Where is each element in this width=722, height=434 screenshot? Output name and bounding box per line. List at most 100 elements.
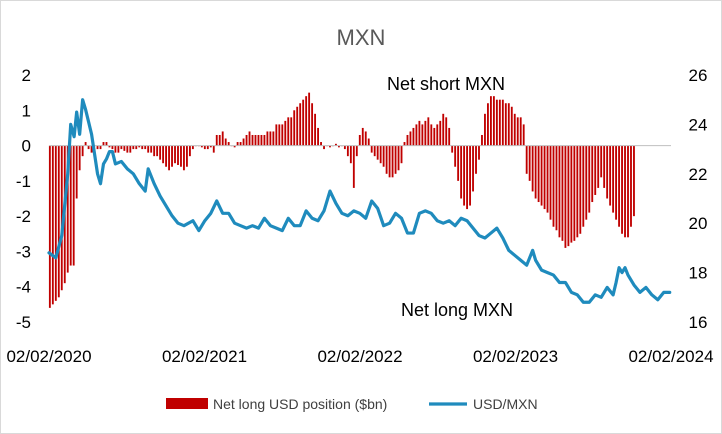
bar-11 <box>81 145 84 157</box>
bar-0 <box>48 145 51 308</box>
bar-102 <box>352 145 355 188</box>
bar-74 <box>269 131 272 146</box>
bar-191 <box>618 145 620 227</box>
left-tick-label: 2 <box>22 66 31 85</box>
bar-147 <box>487 103 489 146</box>
bar-87 <box>308 92 311 146</box>
bar-145 <box>481 134 483 146</box>
chart-title: MXN <box>337 25 386 50</box>
bar-111 <box>379 145 382 164</box>
bar-183 <box>594 145 597 195</box>
legend-line-label: USD/MXN <box>473 396 538 412</box>
bar-137 <box>457 145 460 181</box>
x-tick-label: 02/02/2021 <box>162 347 247 366</box>
bar-176 <box>573 145 576 241</box>
bar-132 <box>442 113 445 146</box>
bar-188 <box>609 145 612 206</box>
left-tick-label: -2 <box>16 207 31 226</box>
bar-53 <box>206 145 209 150</box>
bar-160 <box>525 145 528 174</box>
bar-156 <box>513 113 516 146</box>
bar-113 <box>385 145 388 174</box>
bar-139 <box>463 145 466 206</box>
bar-14 <box>90 145 93 153</box>
bar-129 <box>433 127 436 146</box>
bar-109 <box>373 145 376 157</box>
bar-125 <box>421 124 424 146</box>
bar-159 <box>522 124 525 146</box>
bar-38 <box>162 145 165 164</box>
bar-185 <box>600 145 603 178</box>
bar-31 <box>141 145 144 150</box>
bar-167 <box>546 145 549 213</box>
bar-182 <box>591 145 594 203</box>
bar-157 <box>516 117 519 146</box>
bar-107 <box>367 138 370 146</box>
bar-119 <box>403 142 406 146</box>
bar-70 <box>257 134 260 146</box>
bar-122 <box>412 127 415 146</box>
bar-65 <box>242 138 245 146</box>
annotation-net-short: Net short MXN <box>387 74 505 94</box>
right-tick-label: 22 <box>689 165 708 184</box>
bar-3 <box>57 145 60 298</box>
bar-28 <box>132 145 135 150</box>
annotation-net-long: Net long MXN <box>401 300 513 320</box>
bar-140 <box>466 145 468 210</box>
usd-mxn-line <box>47 98 672 304</box>
right-axis-ticks: 26 24 22 20 18 16 <box>689 66 708 332</box>
right-tick-label: 24 <box>689 115 708 134</box>
bar-9 <box>75 145 78 199</box>
bar-62 <box>233 145 236 148</box>
bar-7 <box>69 145 72 266</box>
bar-181 <box>588 145 591 213</box>
bar-29 <box>135 145 138 150</box>
bar-56 <box>215 134 218 146</box>
left-tick-label: -5 <box>16 313 31 332</box>
bar-27 <box>129 145 132 153</box>
bar-18 <box>102 142 105 146</box>
bar-193 <box>624 145 626 238</box>
bar-194 <box>627 145 629 238</box>
bar-162 <box>531 145 534 192</box>
bar-57 <box>218 134 221 146</box>
bar-34 <box>150 145 153 153</box>
bar-103 <box>355 145 358 157</box>
bar-130 <box>436 124 439 146</box>
bar-8 <box>72 145 75 266</box>
bar-94 <box>329 145 331 148</box>
left-tick-label: 0 <box>22 137 31 156</box>
bar-67 <box>248 131 251 146</box>
bar-151 <box>498 99 501 146</box>
right-tick-label: 20 <box>689 214 708 233</box>
bar-120 <box>406 134 409 146</box>
bar-184 <box>597 145 600 188</box>
right-tick-label: 26 <box>689 66 708 85</box>
bar-39 <box>165 145 167 167</box>
left-tick-label: 1 <box>22 101 31 120</box>
bar-138 <box>460 145 463 199</box>
bar-128 <box>430 124 433 146</box>
bar-series <box>48 92 635 308</box>
bar-123 <box>415 124 418 146</box>
bar-117 <box>397 145 400 171</box>
bar-126 <box>424 120 427 146</box>
bar-172 <box>561 145 564 241</box>
bar-10 <box>78 145 81 171</box>
bar-178 <box>579 145 582 234</box>
bar-32 <box>144 145 147 150</box>
bar-41 <box>171 145 173 167</box>
bar-148 <box>489 96 492 146</box>
bar-166 <box>543 145 546 210</box>
right-tick-label: 18 <box>689 264 708 283</box>
bar-85 <box>302 99 305 146</box>
legend: Net long USD position ($bn) USD/MXN <box>166 396 538 412</box>
bar-25 <box>123 145 126 151</box>
bar-46 <box>186 145 188 167</box>
bar-64 <box>239 142 242 146</box>
bar-76 <box>275 124 278 146</box>
bar-100 <box>346 145 349 157</box>
bar-72 <box>263 134 266 146</box>
bar-173 <box>564 145 567 248</box>
bar-187 <box>606 145 609 199</box>
